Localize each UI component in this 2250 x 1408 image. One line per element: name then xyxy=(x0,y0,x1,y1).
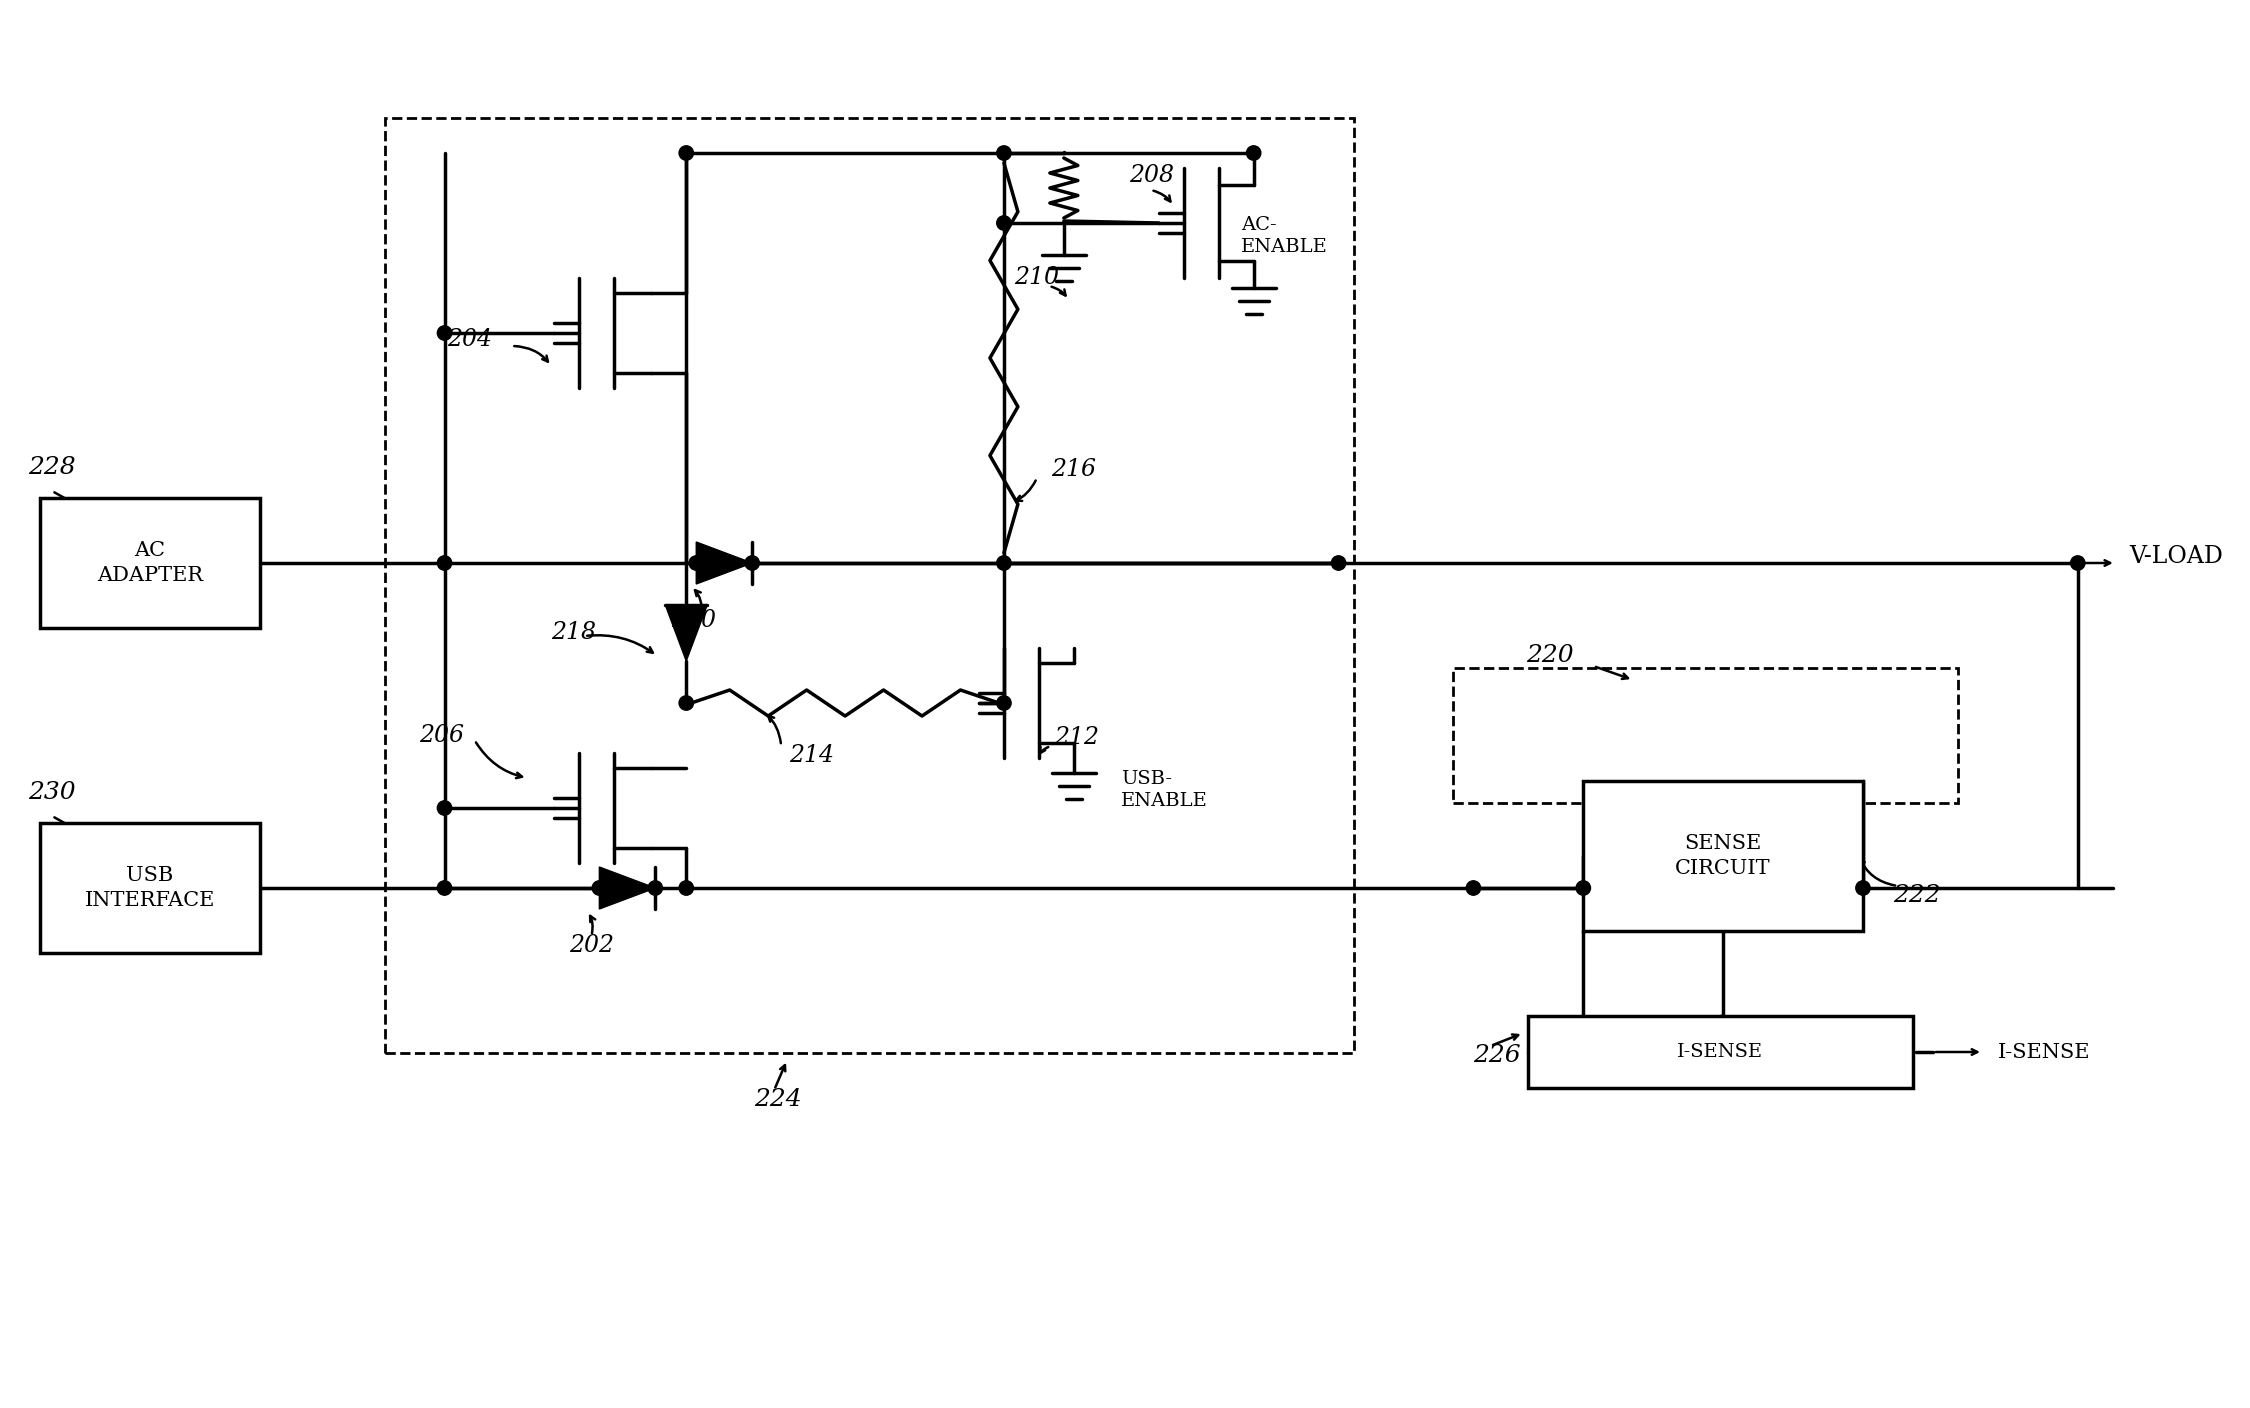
Text: 216: 216 xyxy=(1051,459,1096,482)
Text: 220: 220 xyxy=(1526,645,1575,667)
Circle shape xyxy=(688,556,704,570)
FancyBboxPatch shape xyxy=(40,498,259,628)
FancyBboxPatch shape xyxy=(1528,1017,1912,1088)
Polygon shape xyxy=(695,542,752,584)
Text: I-SENSE: I-SENSE xyxy=(1998,1042,2090,1062)
Text: 204: 204 xyxy=(448,328,493,352)
FancyBboxPatch shape xyxy=(1584,781,1863,931)
Polygon shape xyxy=(666,605,706,660)
FancyBboxPatch shape xyxy=(40,824,259,953)
Circle shape xyxy=(1246,146,1260,161)
Text: 218: 218 xyxy=(551,621,596,645)
Circle shape xyxy=(680,146,693,161)
Circle shape xyxy=(1575,881,1591,895)
Text: AC-
ENABLE: AC- ENABLE xyxy=(1240,215,1327,256)
Circle shape xyxy=(436,881,452,895)
Circle shape xyxy=(997,146,1010,161)
Text: 212: 212 xyxy=(1053,727,1098,749)
Text: 222: 222 xyxy=(1892,884,1940,908)
Circle shape xyxy=(436,325,452,341)
Text: SENSE
CIRCUIT: SENSE CIRCUIT xyxy=(1676,834,1771,879)
Circle shape xyxy=(2070,556,2086,570)
Circle shape xyxy=(1856,881,1870,895)
Circle shape xyxy=(436,556,452,570)
Circle shape xyxy=(680,696,693,710)
Text: I-SENSE: I-SENSE xyxy=(1676,1043,1764,1062)
Circle shape xyxy=(592,881,608,895)
Text: 214: 214 xyxy=(790,745,835,767)
Circle shape xyxy=(997,556,1010,570)
Text: 230: 230 xyxy=(27,781,76,804)
Text: AC
ADAPTER: AC ADAPTER xyxy=(97,541,202,584)
Circle shape xyxy=(1467,881,1480,895)
Text: 208: 208 xyxy=(1130,165,1174,187)
Text: 224: 224 xyxy=(754,1088,801,1111)
Text: 228: 228 xyxy=(27,456,76,480)
Circle shape xyxy=(997,696,1010,710)
Circle shape xyxy=(1332,556,1346,570)
Text: V-LOAD: V-LOAD xyxy=(2131,545,2223,569)
Polygon shape xyxy=(598,867,655,910)
Circle shape xyxy=(680,881,693,895)
Text: 200: 200 xyxy=(670,610,716,632)
Circle shape xyxy=(997,215,1010,230)
Text: 206: 206 xyxy=(418,725,464,748)
Text: 210: 210 xyxy=(1015,266,1060,290)
Circle shape xyxy=(745,556,760,570)
Circle shape xyxy=(436,801,452,815)
Circle shape xyxy=(648,881,662,895)
Text: 202: 202 xyxy=(569,935,614,957)
Text: 226: 226 xyxy=(1474,1045,1521,1067)
Text: USB
INTERFACE: USB INTERFACE xyxy=(86,866,216,910)
Text: USB-
ENABLE: USB- ENABLE xyxy=(1120,770,1208,810)
